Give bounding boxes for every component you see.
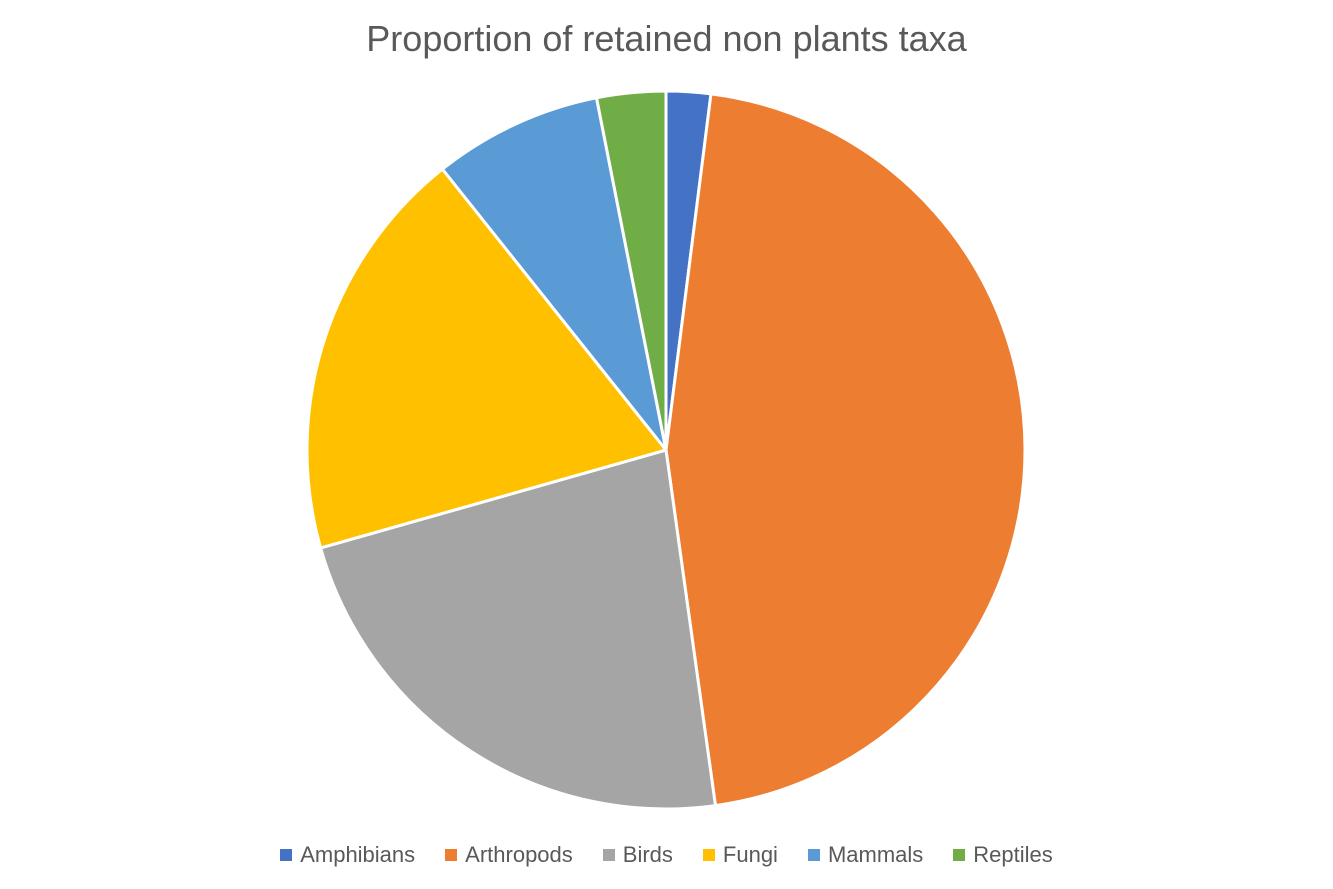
legend-swatch-reptiles	[953, 849, 966, 861]
legend-label-birds: Birds	[622, 842, 673, 867]
legend-item-fungi: Fungi	[702, 842, 778, 868]
legend-item-amphibians: Amphibians	[280, 842, 415, 868]
legend-item-mammals: Mammals	[807, 842, 924, 868]
legend: Amphibians Arthropods Birds Fungi Mammals Rep…	[0, 838, 1333, 872]
legend-label-fungi: Fungi	[722, 842, 778, 867]
pie-slice-reptiles	[595, 89, 668, 452]
legend-label-mammals: Mammals	[827, 842, 924, 867]
legend-swatch-amphibians	[280, 849, 293, 861]
pie-slice-mammals	[440, 96, 668, 452]
legend-label-arthropods: Arthropods	[465, 842, 573, 867]
legend-label-reptiles: Reptiles	[973, 842, 1053, 867]
pie-slice-fungi	[305, 167, 668, 550]
legend-item-birds: Birds	[602, 842, 673, 868]
legend-swatch-fungi	[702, 849, 715, 861]
chart-title: Proportion of retained non plants taxa	[366, 18, 967, 59]
legend-swatch-birds	[602, 849, 615, 861]
legend-label-amphibians: Amphibians	[300, 842, 416, 867]
pie-slice-arthropods	[664, 92, 1027, 808]
legend-item-reptiles: Reptiles	[953, 842, 1053, 868]
legend-item-arthropods: Arthropods	[445, 842, 573, 868]
legend-swatch-mammals	[807, 849, 820, 861]
pie-slice-birds	[319, 448, 717, 811]
legend-swatch-arthropods	[445, 849, 458, 861]
